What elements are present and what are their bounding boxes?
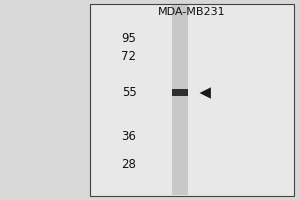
Text: MDA-MB231: MDA-MB231 bbox=[158, 7, 226, 17]
Text: 28: 28 bbox=[122, 158, 136, 171]
Text: 72: 72 bbox=[122, 49, 136, 62]
Bar bbox=[90, 4, 294, 196]
Text: 36: 36 bbox=[122, 130, 136, 144]
Bar bbox=[172, 89, 188, 96]
Text: 55: 55 bbox=[122, 86, 136, 99]
Text: 95: 95 bbox=[122, 31, 136, 45]
Polygon shape bbox=[200, 87, 211, 99]
Bar bbox=[172, 5, 188, 195]
